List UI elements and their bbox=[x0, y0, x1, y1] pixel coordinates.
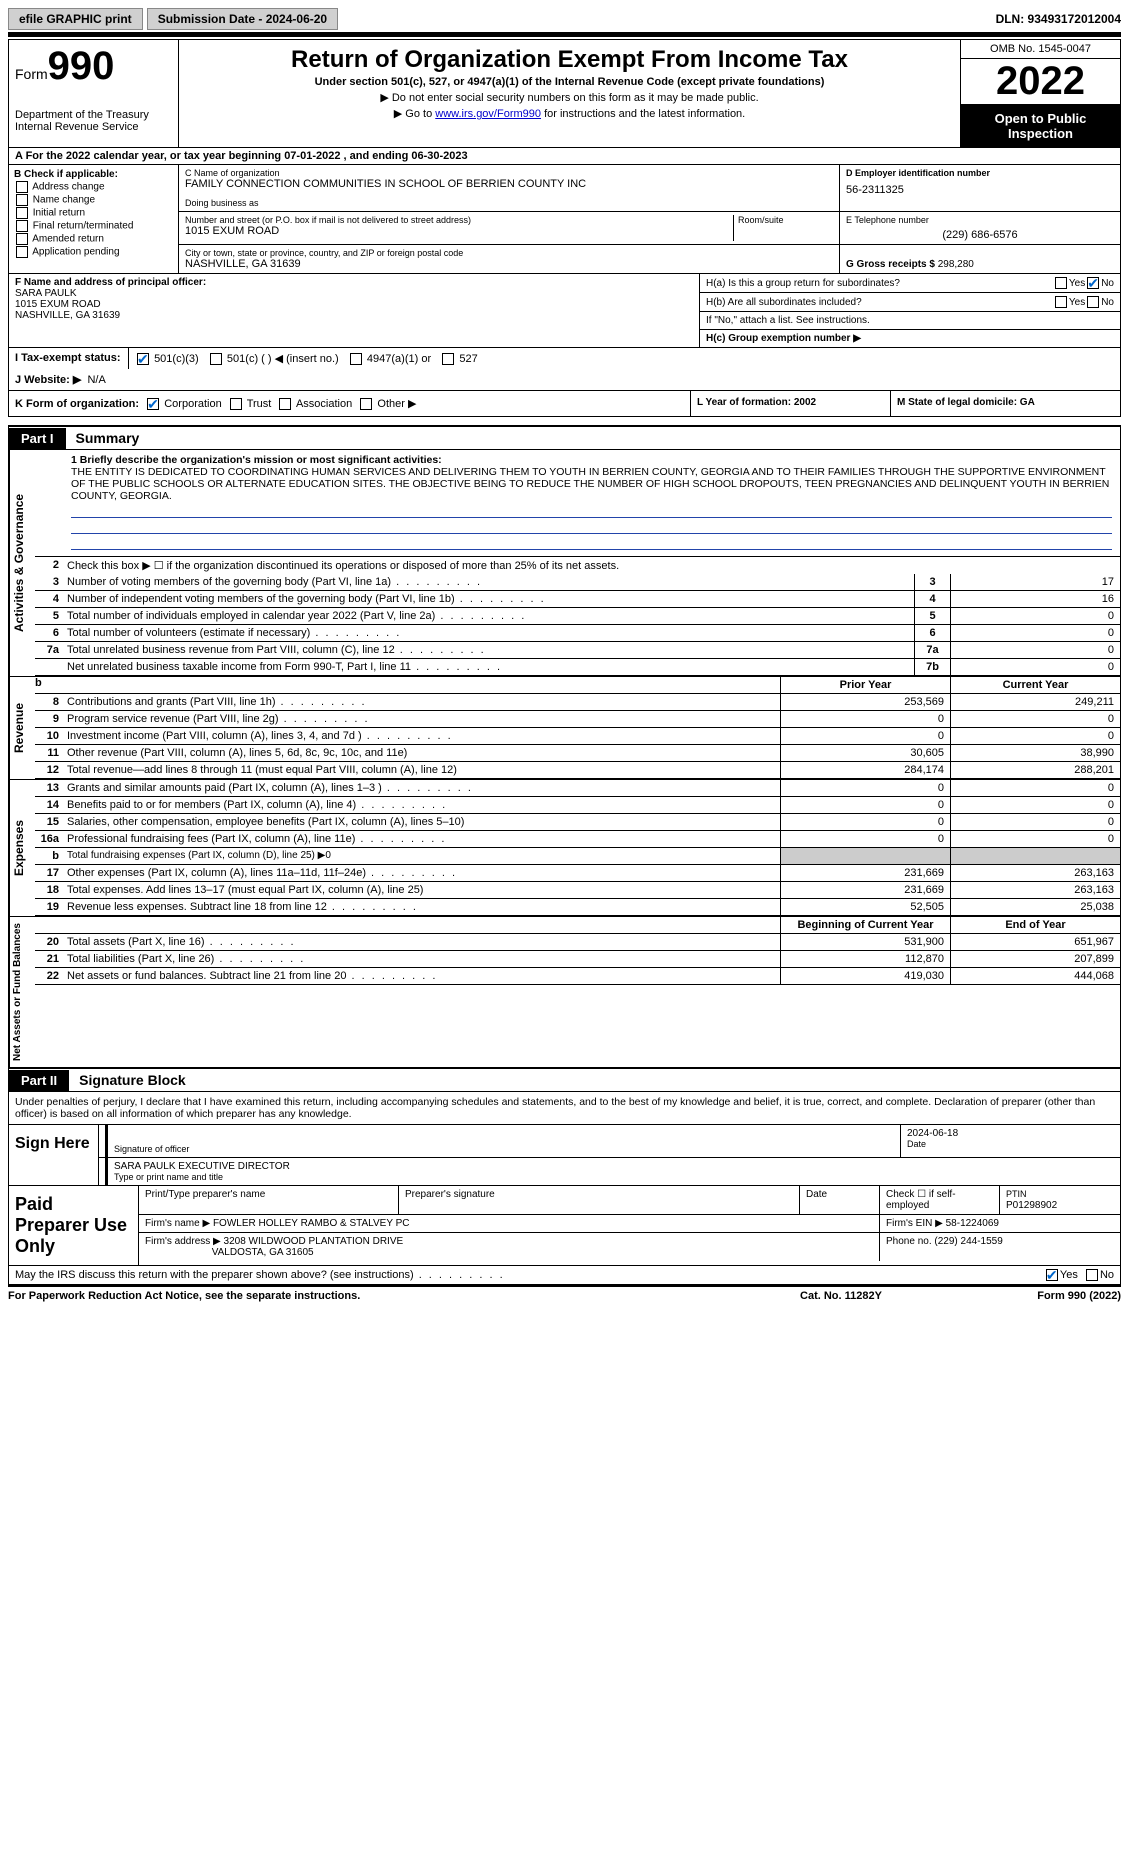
expenses-section: Expenses 13Grants and similar amounts pa… bbox=[8, 780, 1121, 917]
row-i-label: I Tax-exempt status: bbox=[9, 348, 129, 369]
row-a-tax-year: A For the 2022 calendar year, or tax yea… bbox=[8, 148, 1121, 165]
ein-value: 56-2311325 bbox=[846, 184, 1114, 196]
footer: For Paperwork Reduction Act Notice, see … bbox=[8, 1285, 1121, 1305]
tax-year: 2022 bbox=[961, 59, 1120, 105]
city-label: City or town, state or province, country… bbox=[185, 248, 833, 258]
top-bar: efile GRAPHIC print Submission Date - 20… bbox=[8, 8, 1121, 30]
officer-name: SARA PAULK bbox=[15, 288, 693, 299]
col-b-checkboxes: B Check if applicable: Address change Na… bbox=[9, 165, 179, 273]
hc-label: H(c) Group exemption number ▶ bbox=[700, 330, 1120, 347]
addr-value: 1015 EXUM ROAD bbox=[185, 225, 733, 237]
hb-note: If "No," attach a list. See instructions… bbox=[700, 312, 1120, 330]
dba-label: Doing business as bbox=[185, 198, 833, 208]
part2-header: Part II Signature Block bbox=[8, 1068, 1121, 1092]
officer-addr1: 1015 EXUM ROAD bbox=[15, 299, 693, 310]
form990-link[interactable]: www.irs.gov/Form990 bbox=[435, 108, 541, 120]
open-public-badge: Open to Public Inspection bbox=[961, 105, 1120, 147]
netassets-section: Net Assets or Fund Balances Beginning of… bbox=[8, 917, 1121, 1068]
form-header: Form990 Department of the Treasury Inter… bbox=[8, 39, 1121, 148]
gross-receipts: G Gross receipts $ 298,280 bbox=[846, 259, 974, 270]
revenue-section: Revenue bPrior YearCurrent Year 8Contrib… bbox=[8, 677, 1121, 780]
perjury-statement: Under penalties of perjury, I declare th… bbox=[8, 1092, 1121, 1125]
form-title: Return of Organization Exempt From Incom… bbox=[187, 46, 952, 74]
form-number: Form990 bbox=[15, 44, 172, 89]
governance-section: Activities & Governance 1 Briefly descri… bbox=[8, 450, 1121, 677]
efile-button[interactable]: efile GRAPHIC print bbox=[8, 8, 143, 30]
addr-label: Number and street (or P.O. box if mail i… bbox=[185, 215, 733, 225]
ssn-note: Do not enter social security numbers on … bbox=[187, 91, 952, 104]
room-label: Room/suite bbox=[738, 215, 833, 225]
hb-label: H(b) Are all subordinates included? bbox=[706, 297, 1053, 308]
phone-value: (229) 686-6576 bbox=[846, 229, 1114, 241]
paid-preparer-block: Paid Preparer Use Only Print/Type prepar… bbox=[8, 1186, 1121, 1266]
ein-label: D Employer identification number bbox=[846, 168, 1114, 178]
row-j: J Website: ▶ N/A bbox=[9, 369, 112, 390]
mission-block: 1 Briefly describe the organization's mi… bbox=[35, 450, 1120, 557]
phone-label: E Telephone number bbox=[846, 215, 1114, 225]
officer-label: F Name and address of principal officer: bbox=[15, 277, 693, 288]
dept-treasury: Department of the Treasury bbox=[15, 109, 172, 121]
submission-date: Submission Date - 2024-06-20 bbox=[147, 8, 338, 30]
sign-here-block: Sign Here Signature of officer 2024-06-1… bbox=[8, 1125, 1121, 1186]
part1-header: Part I Summary bbox=[8, 425, 1121, 450]
officer-addr2: NASHVILLE, GA 31639 bbox=[15, 310, 693, 321]
section-f-h: F Name and address of principal officer:… bbox=[8, 274, 1121, 348]
year-formation: L Year of formation: 2002 bbox=[690, 391, 890, 416]
dln: DLN: 93493172012004 bbox=[996, 12, 1121, 26]
omb-number: OMB No. 1545-0047 bbox=[961, 40, 1120, 59]
ha-label: H(a) Is this a group return for subordin… bbox=[706, 278, 1053, 289]
org-name: FAMILY CONNECTION COMMUNITIES IN SCHOOL … bbox=[185, 178, 833, 190]
form-subtitle: Under section 501(c), 527, or 4947(a)(1)… bbox=[187, 76, 952, 88]
tax-exempt-opts: 501(c)(3) 501(c) ( ) ◀ (insert no.) 4947… bbox=[129, 348, 1120, 369]
org-name-label: C Name of organization bbox=[185, 168, 833, 178]
section-b-c-d: B Check if applicable: Address change Na… bbox=[8, 165, 1121, 274]
discuss-row: May the IRS discuss this return with the… bbox=[8, 1266, 1121, 1285]
city-value: NASHVILLE, GA 31639 bbox=[185, 258, 833, 270]
goto-note: Go to www.irs.gov/Form990 for instructio… bbox=[187, 107, 952, 120]
irs-label: Internal Revenue Service bbox=[15, 121, 172, 133]
state-domicile: M State of legal domicile: GA bbox=[890, 391, 1120, 416]
row-k: K Form of organization: Corporation Trus… bbox=[8, 391, 1121, 417]
